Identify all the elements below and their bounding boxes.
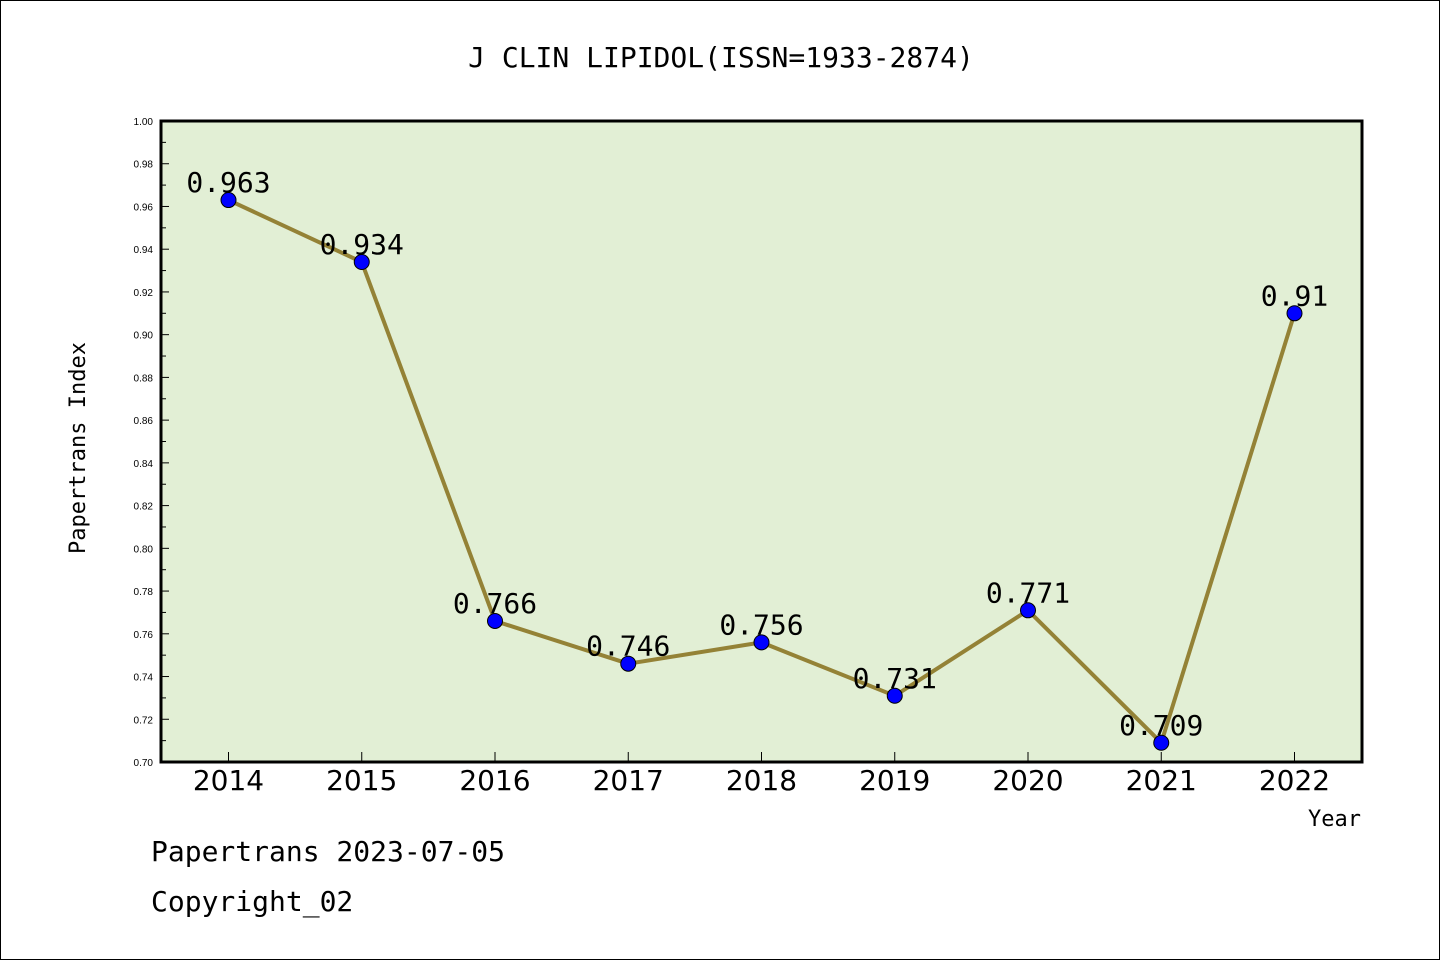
- x-tick-label: 2020: [992, 764, 1063, 797]
- data-label-2015: 0.934: [320, 228, 404, 261]
- data-label-2017: 0.746: [586, 630, 670, 663]
- y-axis-ticks: 0.70 0.72 0.74 0.76 0.78 0.80 0.82 0.84 0.86 0.88…: [134, 117, 169, 769]
- y-axis-label: Papertrans Index: [66, 342, 91, 554]
- y-tick-label: 0.70: [134, 758, 154, 769]
- x-tick-label: 2018: [726, 764, 797, 797]
- x-axis-label: Year: [1308, 807, 1361, 832]
- data-point-2021: [1153, 734, 1170, 751]
- data-point-2020: [1020, 602, 1036, 619]
- y-tick-label: 0.78: [134, 587, 154, 598]
- y-tick-label: 0.84: [134, 459, 154, 470]
- data-label-2016: 0.766: [453, 587, 537, 620]
- data-label-2022: 0.91: [1261, 279, 1328, 312]
- data-point-2016: [487, 612, 503, 629]
- data-point-2018: [753, 634, 770, 651]
- chart-title: J CLIN LIPIDOL(ISSN=1933-2874): [468, 41, 974, 74]
- data-point-2019: [886, 687, 903, 704]
- y-tick-label: 0.98: [134, 160, 154, 171]
- data-label-2014: 0.963: [186, 166, 270, 199]
- x-tick-label: 2015: [326, 764, 397, 797]
- footer-date: Papertrans 2023-07-05: [151, 835, 506, 868]
- data-point-2017: [620, 655, 637, 672]
- y-tick-label: 0.96: [134, 202, 154, 213]
- x-tick-label: 2022: [1259, 764, 1330, 797]
- footer-copyright: Copyright_02: [151, 885, 354, 918]
- plot-area: [161, 121, 1362, 762]
- data-point-2015: [353, 254, 370, 271]
- data-labels-group: 0.963 0.934 0.766 0.746 0.756 0.731 0.771 0.709…: [186, 166, 1328, 751]
- y-tick-label: 0.90: [134, 331, 154, 342]
- y-tick-label: 0.92: [134, 288, 154, 299]
- y-tick-label: 0.86: [134, 416, 154, 427]
- data-label-2019: 0.731: [853, 662, 937, 695]
- y-tick-label: 0.82: [134, 502, 154, 513]
- data-point-2022: [1286, 305, 1303, 322]
- y-tick-label: 0.80: [134, 544, 154, 555]
- x-axis-ticks: 2014 2015 2016 2017 2018 2019 2020 2021 2022: [193, 752, 1330, 797]
- y-tick-label: 0.94: [134, 245, 154, 256]
- x-tick-label: 2017: [593, 764, 664, 797]
- data-label-2018: 0.756: [719, 608, 803, 641]
- y-tick-label: 1.00: [134, 117, 154, 128]
- x-tick-label: 2021: [1126, 764, 1197, 797]
- data-point-2014: [220, 192, 237, 209]
- y-tick-label: 0.76: [134, 630, 154, 641]
- x-tick-label: 2014: [193, 764, 264, 797]
- y-tick-label: 0.72: [134, 715, 154, 726]
- x-tick-label: 2016: [459, 764, 530, 797]
- x-tick-label: 2019: [859, 764, 930, 797]
- data-label-2021: 0.709: [1119, 709, 1203, 742]
- y-tick-label: 0.74: [134, 673, 154, 684]
- data-label-2020: 0.771: [986, 576, 1070, 609]
- plot-border: [159, 119, 1364, 764]
- y-tick-label: 0.88: [134, 373, 154, 384]
